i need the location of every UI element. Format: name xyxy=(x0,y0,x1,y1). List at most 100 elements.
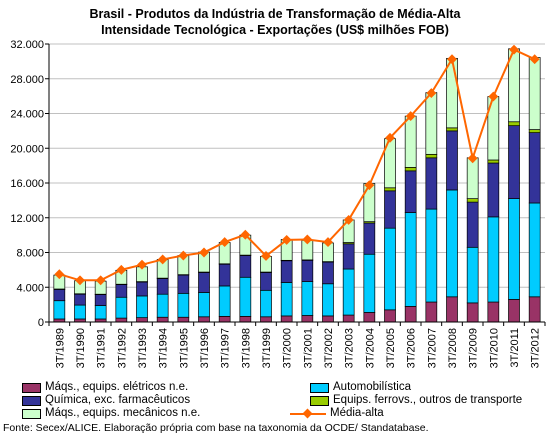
bar-segment-1 xyxy=(115,296,128,319)
bar-segment-1 xyxy=(508,198,520,300)
x-tick-label: 3T/2004 xyxy=(364,328,376,368)
bar-segment-0 xyxy=(384,309,396,323)
bar-segment-1 xyxy=(198,292,210,318)
bar-segment-1 xyxy=(94,305,107,320)
bar-segment-2 xyxy=(528,132,541,204)
x-tick-label: 3T/1991 xyxy=(96,328,108,368)
bar-segment-0 xyxy=(260,316,272,323)
bar-segment-1 xyxy=(384,227,396,311)
y-tick-label: 12.000 xyxy=(10,213,44,225)
x-tick-label: 3T/2000 xyxy=(282,328,294,368)
bar-segment-0 xyxy=(136,317,148,323)
legend-label-automotive: Automobilística xyxy=(333,381,411,393)
bar-segment-3 xyxy=(425,153,438,159)
legend-item-total: Média-alta xyxy=(290,407,384,420)
line-point xyxy=(261,251,271,261)
y-tick-label: 28.000 xyxy=(10,74,44,86)
line-point xyxy=(157,254,168,265)
bar-segment-1 xyxy=(487,216,500,303)
legend-swatch-chemical xyxy=(22,395,41,406)
bar-segment-2 xyxy=(363,222,376,255)
x-tick-label: 3T/2003 xyxy=(344,328,356,368)
legend-label-mechanical: Máqs., equips. mecânicos n.e. xyxy=(45,407,201,419)
bar-segment-4 xyxy=(528,57,541,130)
x-tick-label: 3T/2009 xyxy=(468,328,480,368)
bar-segment-2 xyxy=(425,157,438,210)
line-point xyxy=(137,259,147,270)
bar-segment-2 xyxy=(94,294,107,306)
bar-segment-1 xyxy=(156,293,169,318)
bar-segment-1 xyxy=(363,253,376,313)
bar-segment-0 xyxy=(404,306,417,323)
bar-segment-0 xyxy=(156,316,169,323)
bar-segment-0 xyxy=(528,296,541,323)
bar-segment-0 xyxy=(446,296,458,323)
bar-segment-1 xyxy=(404,212,417,307)
x-tick-label: 3T/1992 xyxy=(116,328,128,368)
bar-segment-2 xyxy=(301,259,314,282)
line-point xyxy=(323,237,333,248)
bar-segment-0 xyxy=(342,314,355,323)
bar-segment-2 xyxy=(136,281,148,297)
y-tick-label: 0 xyxy=(38,317,44,329)
line-point xyxy=(364,180,375,191)
bar-segment-2 xyxy=(218,263,231,287)
bar-segment-2 xyxy=(74,293,86,306)
legend-label-chemical: Química, exc. farmacêuticos xyxy=(45,394,191,406)
legend-label-electrical: Máqs., equips. elétricos n.e. xyxy=(45,381,189,393)
line-point xyxy=(178,250,189,261)
bar-segment-4 xyxy=(466,157,479,199)
bar-segment-0 xyxy=(177,316,190,323)
bar-segment-4 xyxy=(425,92,438,155)
bar-segment-1 xyxy=(301,281,314,316)
line-point xyxy=(529,54,540,65)
bar-segment-0 xyxy=(466,302,479,323)
legend-item-electrical: Máqs., equips. elétricos n.e. xyxy=(22,381,188,394)
x-tick-label: 3T/1994 xyxy=(158,328,170,368)
bar-segment-1 xyxy=(280,282,293,317)
chart-title: Brasil - Produtos da Indústria de Transf… xyxy=(0,6,550,38)
bar-segment-2 xyxy=(322,261,334,285)
y-tick-label: 8.000 xyxy=(16,248,44,260)
bar-segment-2 xyxy=(198,272,210,293)
legend-label-railway: Equips. ferrovs., outros de transporte xyxy=(333,394,523,406)
x-tick-label: 3T/1993 xyxy=(137,328,149,368)
x-tick-label: 3T/1989 xyxy=(54,328,66,368)
x-tick-label: 3T/2012 xyxy=(530,328,542,368)
bar-segment-3 xyxy=(487,159,500,164)
bar-segment-3 xyxy=(508,121,520,127)
bar-segment-1 xyxy=(218,285,231,317)
x-tick-label: 3T/2007 xyxy=(426,328,438,368)
bar-segment-1 xyxy=(425,208,438,303)
bar-segment-0 xyxy=(198,316,210,323)
x-tick-label: 3T/2005 xyxy=(385,328,397,368)
bar-segment-0 xyxy=(425,301,438,323)
chart-title-line: Intensidade Tecnológica - Exportações (U… xyxy=(101,23,449,37)
bar-segment-1 xyxy=(53,300,66,320)
bar-segment-0 xyxy=(322,315,334,323)
legend-item-automotive: Automobilística xyxy=(310,381,411,394)
bar-segment-0 xyxy=(218,316,231,323)
line-point xyxy=(219,237,230,248)
y-tick-label: 16.000 xyxy=(10,178,44,190)
bar-segment-1 xyxy=(466,246,479,304)
x-tick-label: 3T/2002 xyxy=(323,328,335,368)
bar-segment-0 xyxy=(280,315,293,323)
legend-swatch-electrical xyxy=(22,382,41,393)
legend-swatch-automotive xyxy=(310,382,329,393)
bar-segment-0 xyxy=(508,299,520,323)
bar-segment-1 xyxy=(239,276,252,317)
x-tick-label: 3T/2010 xyxy=(488,328,500,368)
bar-segment-2 xyxy=(239,255,252,278)
bar-segment-2 xyxy=(260,272,272,291)
legend-label-total: Média-alta xyxy=(330,407,384,419)
legend-swatch-railway xyxy=(310,395,329,406)
bar-segment-0 xyxy=(115,317,128,323)
y-tick-label: 32.000 xyxy=(10,39,44,51)
bar-segment-1 xyxy=(260,289,272,318)
x-tick-label: 3T/1996 xyxy=(199,328,211,368)
bar-segment-2 xyxy=(446,130,458,191)
bar-segment-3 xyxy=(528,129,541,133)
x-tick-label: 3T/1998 xyxy=(240,328,252,368)
